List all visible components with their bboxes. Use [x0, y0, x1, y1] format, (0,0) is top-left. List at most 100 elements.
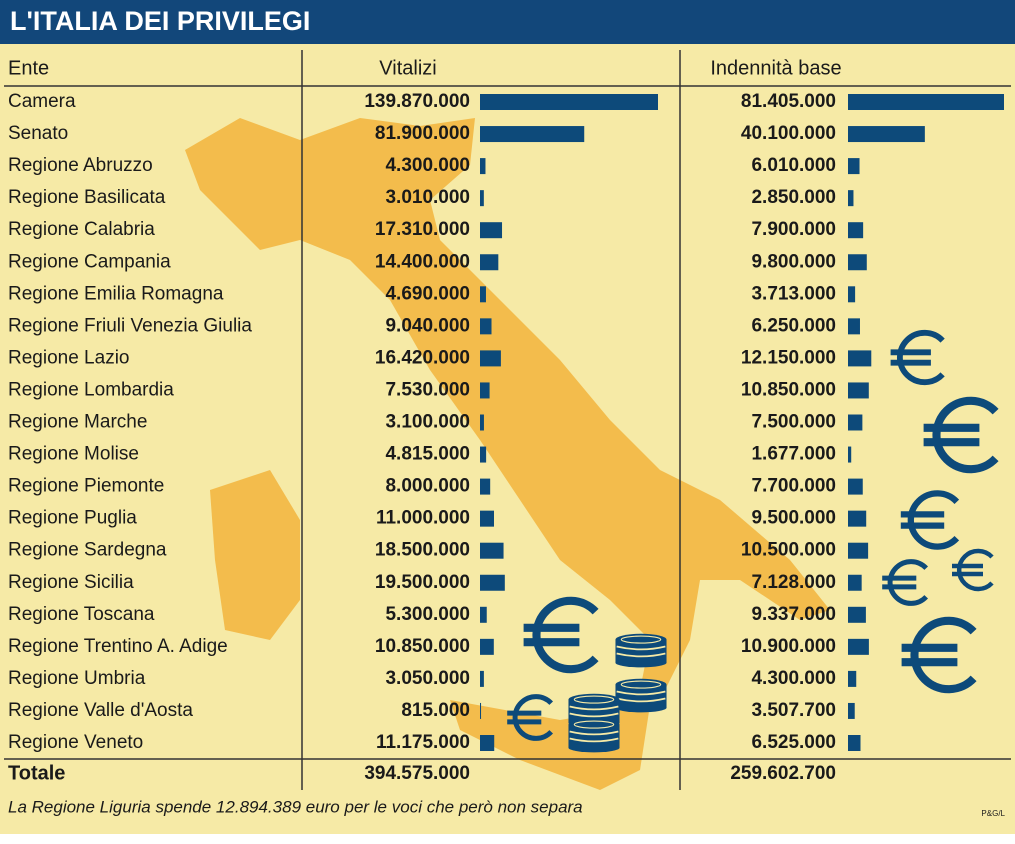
- value-label: 7.700.000: [751, 476, 836, 497]
- total-value: 394.575.000: [364, 763, 470, 784]
- bar: [848, 286, 856, 303]
- bar: [480, 735, 495, 751]
- row-label: Regione Abruzzo: [8, 155, 153, 176]
- bar: [848, 126, 925, 143]
- bar: [480, 158, 486, 175]
- row-header: Ente: [8, 57, 49, 79]
- bar: [848, 510, 867, 527]
- row-label: Regione Marche: [8, 412, 147, 433]
- row-label: Regione Molise: [8, 444, 139, 465]
- credit: P&G/L: [981, 809, 1005, 818]
- bar: [480, 382, 490, 399]
- value-label: 139.870.000: [364, 91, 470, 112]
- chart-title: L'ITALIA DEI PRIVILEGI: [10, 6, 310, 36]
- value-label: 10.850.000: [375, 636, 470, 657]
- bar: [848, 382, 869, 399]
- value-label: 11.175.000: [376, 732, 470, 753]
- column-header: Vitalizi: [379, 57, 436, 79]
- column-header: Indennità base: [710, 57, 841, 79]
- row-label: Regione Sicilia: [8, 572, 134, 593]
- row-label: Regione Friuli Venezia Giulia: [8, 315, 252, 336]
- value-label: 4.815.000: [385, 444, 470, 465]
- bar: [848, 158, 860, 175]
- row-label: Regione Piemonte: [8, 476, 164, 497]
- value-label: 40.100.000: [741, 123, 836, 144]
- bar: [848, 478, 863, 495]
- row-label: Regione Puglia: [8, 508, 137, 529]
- value-label: 19.500.000: [375, 572, 470, 593]
- value-label: 1.677.000: [751, 444, 836, 465]
- value-label: 10.900.000: [741, 636, 836, 657]
- bar: [480, 190, 484, 207]
- value-label: 8.000.000: [385, 476, 470, 497]
- value-label: 17.310.000: [375, 219, 470, 240]
- row-label: Regione Lombardia: [8, 379, 174, 400]
- bar: [848, 446, 852, 463]
- bar: [848, 670, 857, 687]
- bar: [848, 94, 1004, 110]
- value-label: 4.300.000: [751, 668, 836, 689]
- bar: [848, 414, 863, 431]
- value-label: 11.000.000: [376, 508, 470, 529]
- bar: [480, 254, 499, 271]
- value-label: 16.420.000: [375, 347, 470, 368]
- total-value: 259.602.700: [730, 763, 836, 784]
- total-row-label: Totale: [8, 762, 65, 784]
- row-label: Regione Umbria: [8, 668, 146, 689]
- row-label: Regione Campania: [8, 251, 171, 272]
- bar: [848, 606, 866, 623]
- bar: [480, 414, 484, 431]
- row-label: Regione Valle d'Aosta: [8, 700, 193, 721]
- bar: [480, 702, 482, 719]
- bar: [480, 446, 487, 463]
- value-label: 3.507.700: [751, 700, 836, 721]
- value-label: 9.040.000: [385, 315, 470, 336]
- row-label: Regione Emilia Romagna: [8, 283, 224, 304]
- value-label: 7.900.000: [751, 219, 836, 240]
- value-label: 6.250.000: [751, 315, 836, 336]
- value-label: 3.050.000: [385, 668, 470, 689]
- row-label: Regione Toscana: [8, 604, 155, 625]
- value-label: 18.500.000: [375, 540, 470, 561]
- bar: [848, 318, 860, 335]
- map-sardinia: [210, 470, 300, 640]
- value-label: 12.150.000: [741, 347, 836, 368]
- map-peninsula: [185, 118, 830, 700]
- value-label: 815.000: [401, 700, 470, 721]
- value-label: 4.300.000: [385, 155, 470, 176]
- row-label: Senato: [8, 123, 68, 144]
- value-label: 7.530.000: [385, 379, 470, 400]
- bar: [480, 638, 494, 655]
- value-label: 4.690.000: [385, 283, 470, 304]
- bar: [848, 542, 869, 559]
- row-label: Regione Sardegna: [8, 540, 167, 561]
- bar: [848, 190, 854, 207]
- bar: [480, 606, 487, 623]
- bar: [480, 350, 501, 367]
- bar: [480, 574, 505, 591]
- value-label: 3.100.000: [385, 412, 470, 433]
- bar: [848, 222, 864, 239]
- value-label: 3.713.000: [751, 283, 836, 304]
- value-label: 9.800.000: [751, 251, 836, 272]
- value-label: 6.010.000: [751, 155, 836, 176]
- value-label: 10.850.000: [741, 379, 836, 400]
- bar: [480, 542, 504, 559]
- bar: [480, 94, 658, 110]
- value-label: 81.900.000: [375, 123, 470, 144]
- bar: [480, 318, 492, 335]
- coin-stack: [614, 677, 668, 714]
- value-label: 6.525.000: [751, 732, 836, 753]
- row-label: Regione Calabria: [8, 219, 155, 240]
- row-label: Regione Veneto: [8, 732, 143, 753]
- bar: [848, 638, 869, 655]
- value-label: 9.500.000: [751, 508, 836, 529]
- value-label: 14.400.000: [375, 251, 470, 272]
- bar: [480, 510, 494, 527]
- footnote: La Regione Liguria spende 12.894.389 eur…: [8, 797, 583, 816]
- coin-stack: [614, 632, 668, 669]
- bar: [480, 478, 491, 495]
- value-label: 9.337.000: [751, 604, 836, 625]
- bar: [480, 286, 486, 303]
